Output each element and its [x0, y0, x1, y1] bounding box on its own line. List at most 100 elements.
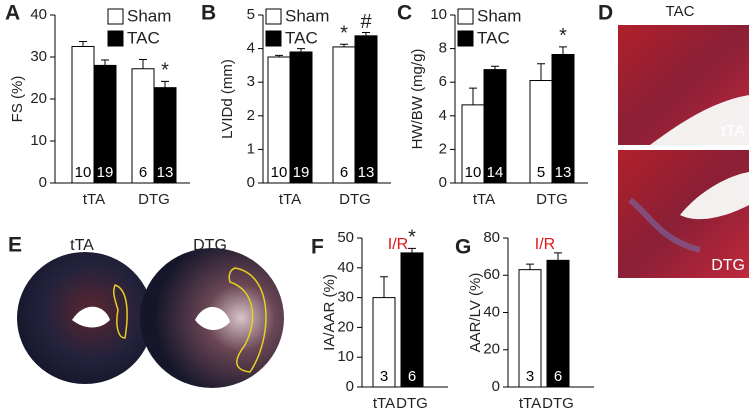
y-tick-label: 20	[483, 341, 500, 358]
panel-letter: E	[8, 234, 22, 257]
y-axis-label: FS (%)	[9, 76, 26, 123]
x-tick-label: DTG	[339, 191, 371, 208]
y-axis-label: LVIDd (mm)	[219, 59, 236, 139]
n-label: 13	[157, 164, 174, 181]
y-tick-label: 5	[247, 6, 255, 23]
bar	[71, 46, 95, 184]
x-tick-label: tTA	[83, 191, 105, 208]
error-bar	[101, 59, 109, 66]
n-label: 13	[555, 164, 572, 181]
n-label: 6	[340, 164, 348, 181]
error-bar	[297, 48, 305, 52]
legend-swatch	[107, 8, 124, 25]
error-bar	[139, 59, 147, 69]
x-tick-label: DTG	[396, 395, 428, 408]
y-tick-label: 0	[439, 174, 447, 191]
y-tick-label: 20	[337, 318, 354, 335]
legend-swatch	[265, 8, 282, 25]
fibrosis	[628, 197, 701, 253]
x-tick-label: tTA	[473, 191, 495, 208]
panel-letter: A	[5, 2, 20, 25]
n-label: 6	[139, 164, 147, 181]
n-label: 3	[526, 368, 534, 385]
image-label: tTA	[721, 123, 745, 140]
n-label: 5	[537, 164, 545, 181]
n-label: 6	[554, 368, 562, 385]
legend-swatch	[265, 30, 282, 47]
panel-letter: F	[311, 236, 324, 259]
error-bar	[469, 87, 477, 105]
image-title: TAC	[666, 3, 695, 20]
error-bar	[408, 247, 416, 253]
error-bar	[559, 46, 567, 55]
x-tick-label: tTA	[373, 395, 395, 408]
panel-letter: B	[201, 2, 216, 25]
error-bar	[491, 65, 499, 70]
legend-label: TAC	[477, 28, 510, 47]
y-tick-label: 30	[30, 48, 47, 65]
legend-swatch	[107, 30, 124, 47]
error-bar	[275, 54, 283, 57]
x-tick-label: tTA	[279, 191, 301, 208]
y-tick-label: 10	[30, 132, 47, 149]
n-label: 3	[380, 368, 388, 385]
bar	[354, 35, 378, 184]
x-tick-label: DTG	[138, 191, 170, 208]
panel-title: I/R	[535, 236, 555, 253]
x-tick-label: tTA	[519, 395, 541, 408]
legend-label: TAC	[285, 28, 318, 47]
y-tick-label: 50	[337, 229, 354, 246]
x-tick-label: DTG	[536, 191, 568, 208]
panel-letter: C	[397, 2, 412, 25]
lumen	[195, 307, 230, 331]
y-tick-label: 40	[337, 259, 354, 276]
n-label: 10	[75, 164, 92, 181]
infarct-outline	[113, 284, 128, 339]
y-tick-label: 10	[430, 6, 447, 23]
n-label: 19	[293, 164, 310, 181]
error-bar	[537, 63, 545, 81]
x-tick-label: DTG	[542, 395, 574, 408]
legend-label: TAC	[127, 28, 160, 47]
y-tick-label: 20	[30, 90, 47, 107]
n-label: 10	[465, 164, 482, 181]
y-tick-label: 6	[439, 73, 447, 90]
y-axis-label: AAR/LV (%)	[467, 273, 484, 353]
y-tick-label: 0	[492, 378, 500, 395]
y-tick-label: 8	[439, 40, 447, 57]
heart-sections	[17, 248, 284, 388]
bar	[400, 252, 424, 388]
y-axis-label: HW/BW (mg/g)	[409, 49, 426, 150]
error-bar	[161, 80, 169, 88]
bar	[332, 46, 356, 184]
lumen	[72, 306, 110, 328]
y-tick-label: 40	[483, 303, 500, 320]
y-tick-label: 10	[337, 348, 354, 365]
significance-mark: *	[340, 23, 348, 45]
legend-swatch	[457, 30, 474, 47]
y-tick-label: 4	[439, 107, 447, 124]
legend-label: Sham	[127, 6, 171, 25]
n-label: 14	[487, 164, 504, 181]
legend-label: Sham	[285, 6, 329, 25]
error-bar	[554, 252, 562, 261]
y-tick-label: 4	[247, 40, 255, 57]
y-tick-label: 0	[247, 174, 255, 191]
y-tick-label: 2	[439, 140, 447, 157]
y-tick-label: 80	[483, 229, 500, 246]
n-label: 6	[408, 368, 416, 385]
y-tick-label: 1	[247, 140, 255, 157]
y-tick-label: 2	[247, 107, 255, 124]
y-tick-label: 3	[247, 73, 255, 90]
error-bar	[362, 31, 370, 36]
n-label: 13	[358, 164, 375, 181]
y-axis-label: IA/AAR (%)	[321, 274, 338, 351]
error-bar	[340, 43, 348, 47]
y-tick-label: 30	[337, 289, 354, 306]
significance-mark: *	[408, 227, 416, 249]
n-label: 10	[271, 164, 288, 181]
image-label: DTG	[193, 237, 227, 254]
y-tick-label: 0	[39, 174, 47, 191]
significance-mark: *	[161, 60, 169, 82]
